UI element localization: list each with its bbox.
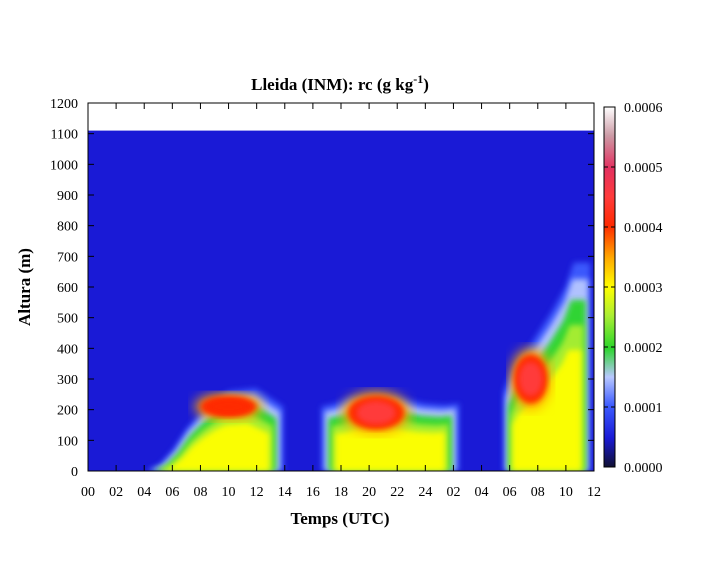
heatmap-band (335, 427, 446, 471)
x-tick-label: 02 (109, 485, 123, 500)
y-axis-label: Altura (m) (15, 248, 34, 326)
y-tick-label: 300 (57, 373, 78, 388)
x-tick-label: 18 (334, 485, 348, 500)
y-tick-label: 600 (57, 281, 78, 296)
y-tick-label: 0 (71, 465, 78, 480)
colorbar-tick-label: 0.0005 (624, 161, 663, 176)
colorbar-tick-label: 0.0003 (624, 281, 663, 296)
x-tick-label: 00 (81, 485, 95, 500)
heatmap-core-peak (356, 400, 396, 425)
x-tick-label: 04 (475, 485, 489, 500)
y-tick-label: 800 (57, 220, 78, 235)
x-tick-label: 02 (446, 485, 460, 500)
x-tick-label: 20 (362, 485, 376, 500)
y-tick-label: 100 (57, 434, 78, 449)
plot-area: 00 02 04 06 08 10 12 14 16 18 20 22 24 02 04 06 08 10 12 0… (50, 97, 601, 500)
x-tick-label: 06 (503, 485, 517, 500)
heatmap-field (88, 130, 594, 471)
x-axis-ticks: 00 02 04 06 08 10 12 14 16 18 20 22 24 02 04 06 08 10 12 (81, 103, 601, 500)
y-tick-label: 200 (57, 404, 78, 419)
y-tick-label: 400 (57, 342, 78, 357)
heatmap-region-morning-growth (145, 388, 284, 471)
y-tick-label: 900 (57, 189, 78, 204)
x-tick-label: 06 (165, 485, 179, 500)
colorbar: 0.0000 0.0001 0.0002 0.0003 0.0004 0.0005 0.00… (603, 101, 663, 476)
heatmap-band (159, 422, 270, 471)
heatmap-region-night-cloud (321, 391, 460, 471)
y-tick-label: 1100 (51, 128, 78, 143)
heatmap-band (512, 350, 582, 471)
x-tick-label: 10 (222, 485, 236, 500)
y-tick-label: 500 (57, 312, 78, 327)
x-tick-label: 12 (250, 485, 264, 500)
colorbar-ticks: 0.0000 0.0001 0.0002 0.0003 0.0004 0.0005 0.00… (604, 101, 663, 476)
colorbar-tick-label: 0.0000 (624, 461, 663, 476)
x-tick-label: 16 (306, 485, 320, 500)
colorbar-tick-label: 0.0001 (624, 401, 663, 416)
x-tick-label: 24 (418, 485, 432, 500)
y-axis-ticks: 0 100 200 300 400 500 600 700 800 900 1000 1100 1200 (50, 97, 594, 480)
x-tick-label: 04 (137, 485, 151, 500)
colorbar-tick-label: 0.0006 (624, 101, 663, 116)
colorbar-tick-label: 0.0002 (624, 341, 663, 356)
x-tick-label: 08 (193, 485, 207, 500)
y-tick-label: 700 (57, 250, 78, 265)
y-tick-label: 1000 (50, 158, 78, 173)
x-axis-label: Temps (UTC) (290, 509, 389, 528)
x-tick-label: 10 (559, 485, 573, 500)
heatmap-core-peak (208, 399, 249, 415)
x-tick-label: 14 (278, 485, 292, 500)
chart-title: Lleida (INM): rc (g kg-1) (251, 72, 429, 94)
heatmap-region-late-morning-tower (503, 262, 591, 471)
x-tick-label: 08 (531, 485, 545, 500)
y-tick-label: 1200 (50, 97, 78, 112)
colorbar-tick-label: 0.0004 (624, 221, 663, 236)
x-tick-label: 12 (587, 485, 601, 500)
heatmap-core-peak (518, 361, 543, 397)
x-tick-label: 22 (390, 485, 404, 500)
